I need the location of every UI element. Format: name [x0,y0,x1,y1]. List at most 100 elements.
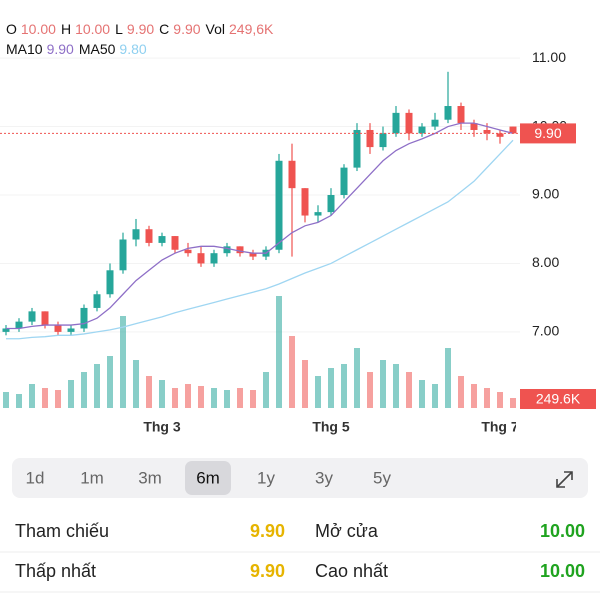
candle-body [470,123,478,130]
period-bar [12,458,588,498]
volume-label: 249.6K [536,391,581,407]
candle-body [366,129,374,148]
ohlc-value: 9.90 [173,21,200,37]
stat-label: Thấp nhất [15,561,96,581]
candle-body [483,129,491,134]
volume-bar [250,390,256,408]
volume-bar [302,360,308,408]
volume-bar [198,386,204,408]
period-button[interactable]: 6m [196,468,220,487]
ohlc-value: 249,6K [229,21,274,37]
label-mask [516,415,600,440]
volume-bar [471,384,477,408]
candle-body [288,160,296,189]
volume-bar [341,364,347,408]
volume-bar [172,388,178,408]
stat-value: 9.90 [250,561,285,581]
candle-body [119,239,127,271]
candle-body [223,246,231,254]
stat-label: Cao nhất [315,561,388,581]
period-button[interactable]: 1y [257,468,275,487]
ohlc-label: L [115,21,123,37]
stat-label: Tham chiếu [15,521,109,541]
period-active [185,461,231,495]
candle-body [314,212,322,216]
y-tick-label: 9.00 [532,186,559,202]
ma-label: MA10 [6,41,43,57]
volume-bar [81,372,87,408]
ma-value: 9.90 [47,41,74,57]
ma-label: MA50 [79,41,116,57]
candle-body [444,106,452,120]
ohlc-label: H [61,21,71,37]
ma-line [6,139,514,340]
candle-body [41,311,49,326]
candle-body [28,311,36,322]
period-button[interactable]: 1m [80,468,104,487]
volume-bar [510,398,516,408]
volume-bar [458,376,464,408]
candle-body [210,253,218,264]
volume-bar [29,384,35,408]
stat-value: 9.90 [250,521,285,541]
volume-bar [263,372,269,408]
volume-bar [432,384,438,408]
ohlc-label: O [6,21,17,37]
candle-body [327,195,335,213]
candle-body [301,188,309,216]
candle-body [379,133,387,148]
volume-bar [328,368,334,408]
volume-bar [42,388,48,408]
candle-body [171,236,179,250]
volume-bar [289,336,295,408]
volume-bar [419,380,425,408]
expand-icon[interactable] [556,471,573,488]
period-button[interactable]: 5y [373,468,391,487]
ma-line [6,122,514,330]
stat-label: Mở cửa [315,521,379,541]
reference-tag [520,123,576,144]
ohlc-line: O 10.00 H 10.00 L 9.90 C 9.90 Vol 249,6K [6,21,274,37]
period-button[interactable]: 3m [138,468,162,487]
candle-body [80,307,88,329]
period-button[interactable]: 3y [315,468,333,487]
volume-bar [315,376,321,408]
volume-bar [133,360,139,408]
volume-bar [237,388,243,408]
volume-bar [406,372,412,408]
period-button[interactable]: 1d [26,468,45,487]
ohlc-label: C [159,21,169,37]
volume-bar [276,296,282,408]
volume-bar [393,364,399,408]
candle-body [275,160,283,250]
candle-body [197,253,205,264]
candle-body [405,112,413,134]
y-tick-label: 8.00 [532,254,559,270]
volume-bar [211,388,217,408]
ohlc-value: 9.90 [127,21,154,37]
candle-body [15,321,23,329]
volume-bar [120,316,126,408]
reference-label: 9.90 [534,125,561,141]
candle-body [236,246,244,254]
volume-bar [484,388,490,408]
volume-bar [68,380,74,408]
ma-value: 9.80 [119,41,146,57]
candle-body [249,253,257,257]
volume-bar [354,348,360,408]
candle-body [509,126,517,134]
y-tick-label: 7.00 [532,323,559,339]
stat-value: 10.00 [540,521,585,541]
ohlc-value: 10.00 [21,21,56,37]
volume-bar [94,364,100,408]
y-tick-label: 11.00 [532,49,566,65]
candle-body [158,236,166,243]
x-tick-label: Thg 5 [312,419,350,435]
x-tick-label: Thg 3 [143,419,181,435]
volume-bar [185,384,191,408]
candle-body [106,270,114,295]
candle-body [184,249,192,254]
volume-bar [497,392,503,408]
volume-tag [520,389,596,409]
